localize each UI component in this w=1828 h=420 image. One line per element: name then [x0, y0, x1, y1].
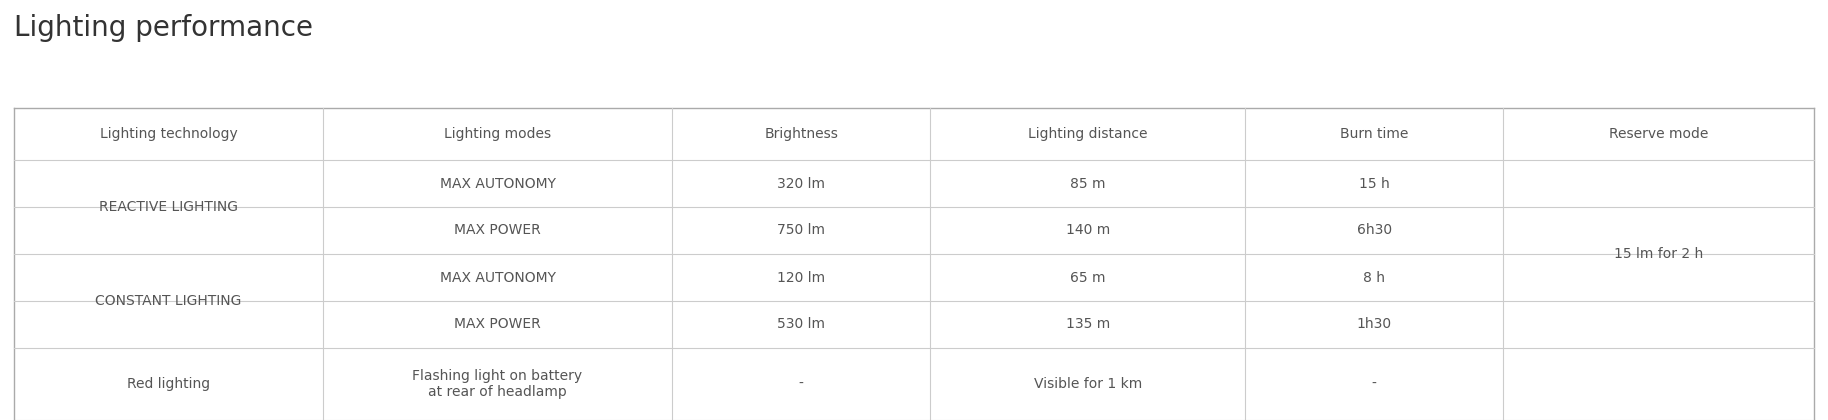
Text: Visible for 1 km: Visible for 1 km: [1033, 377, 1142, 391]
Text: -: -: [799, 377, 804, 391]
Text: 750 lm: 750 lm: [777, 223, 824, 237]
Text: 1h30: 1h30: [1356, 318, 1391, 331]
Text: MAX POWER: MAX POWER: [453, 318, 541, 331]
Text: Burn time: Burn time: [1340, 127, 1408, 141]
Text: MAX POWER: MAX POWER: [453, 223, 541, 237]
Text: 140 m: 140 m: [1066, 223, 1110, 237]
Text: MAX AUTONOMY: MAX AUTONOMY: [439, 270, 556, 284]
Text: 65 m: 65 m: [1069, 270, 1106, 284]
Text: 530 lm: 530 lm: [777, 318, 824, 331]
Text: Lighting technology: Lighting technology: [99, 127, 238, 141]
Text: Flashing light on battery
at rear of headlamp: Flashing light on battery at rear of hea…: [413, 369, 583, 399]
Text: 8 h: 8 h: [1364, 270, 1386, 284]
Text: CONSTANT LIGHTING: CONSTANT LIGHTING: [95, 294, 241, 308]
Text: 15 lm for 2 h: 15 lm for 2 h: [1614, 247, 1704, 261]
Text: 320 lm: 320 lm: [777, 176, 824, 191]
Text: Lighting distance: Lighting distance: [1027, 127, 1148, 141]
Text: Lighting modes: Lighting modes: [444, 127, 550, 141]
Text: 15 h: 15 h: [1358, 176, 1389, 191]
Text: 85 m: 85 m: [1069, 176, 1106, 191]
Text: 120 lm: 120 lm: [777, 270, 824, 284]
Text: Lighting performance: Lighting performance: [15, 14, 313, 42]
Text: REACTIVE LIGHTING: REACTIVE LIGHTING: [99, 200, 238, 214]
Text: 6h30: 6h30: [1356, 223, 1391, 237]
Text: -: -: [1371, 377, 1376, 391]
Text: Reserve mode: Reserve mode: [1609, 127, 1709, 141]
Text: Brightness: Brightness: [764, 127, 839, 141]
Text: Red lighting: Red lighting: [126, 377, 210, 391]
Text: MAX AUTONOMY: MAX AUTONOMY: [439, 176, 556, 191]
Text: 135 m: 135 m: [1066, 318, 1110, 331]
